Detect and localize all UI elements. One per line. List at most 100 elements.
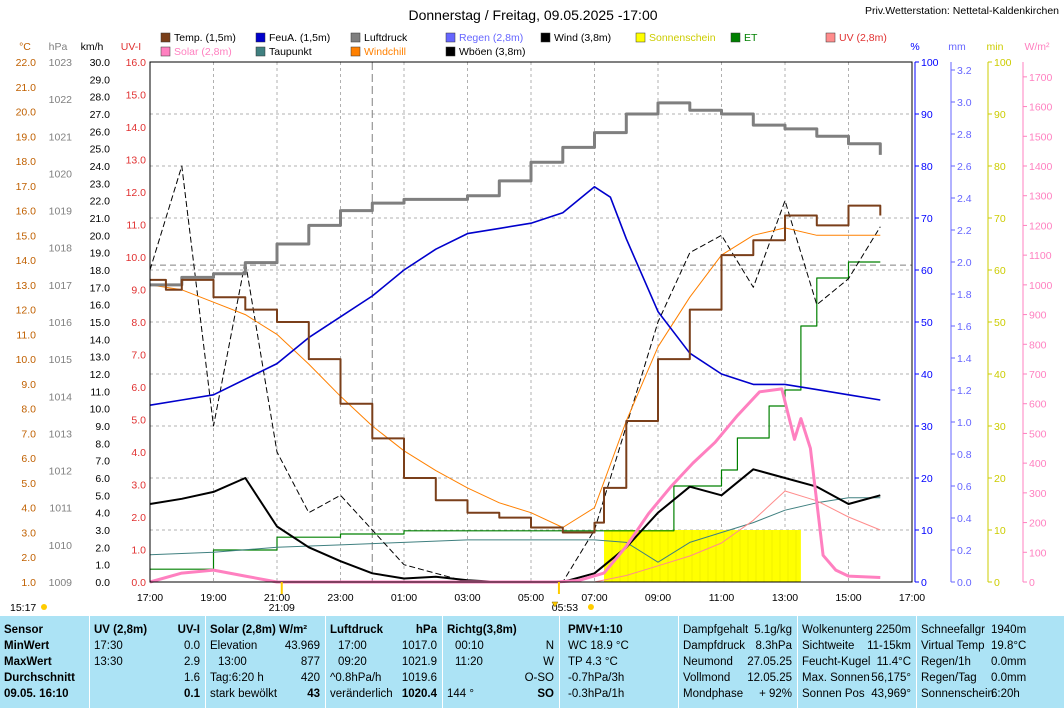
legend-swatch-4 bbox=[540, 32, 551, 43]
tick-rain-7: 1.4 bbox=[957, 353, 972, 365]
tick-wind-7: 7.0 bbox=[95, 456, 110, 468]
uv-header: UV (2,8m) bbox=[94, 624, 148, 636]
legend-label-7: UV (2,8m) bbox=[839, 32, 887, 44]
legend-label-9: Taupunkt bbox=[269, 46, 312, 58]
visibility: 11-15km bbox=[867, 640, 911, 652]
pmv-trend-1h: -0.3hPa/1h bbox=[568, 688, 625, 700]
legend-label-5: Sonnenschein bbox=[649, 32, 716, 44]
solar-elev-label: Elevation bbox=[210, 640, 258, 652]
tick-wind-22: 22.0 bbox=[90, 196, 111, 208]
tick-wind-2: 2.0 bbox=[95, 542, 110, 554]
tick-sun-10: 100 bbox=[994, 57, 1012, 69]
solar-max-time: 13:00 bbox=[218, 656, 247, 668]
tick-solar-15: 1500 bbox=[1029, 131, 1053, 143]
dir-max: W bbox=[543, 656, 554, 668]
series-solar-2-8m bbox=[149, 387, 881, 584]
dir-header: Richtg(3,8m) bbox=[447, 624, 517, 636]
axis-title-temp: °C bbox=[19, 41, 31, 53]
tick-temp-3: 4.0 bbox=[21, 503, 36, 515]
tick-solar-7: 700 bbox=[1029, 369, 1047, 381]
vapor-pressure-label: Dampfdruck bbox=[683, 640, 745, 652]
tick-solar-14: 1400 bbox=[1029, 161, 1053, 173]
tick-hum-0: 0 bbox=[921, 577, 927, 589]
tick-hum-8: 80 bbox=[921, 161, 933, 173]
info-col-misc: Schneefallgr 1940m Virtual Temp 19.8°C Reg… bbox=[916, 616, 1064, 708]
station-name: Priv.Wetterstation: Nettetal-Kaldenkirch… bbox=[865, 5, 1059, 17]
tick-wind-25: 25.0 bbox=[90, 144, 111, 156]
tick-uv-16: 16.0 bbox=[126, 57, 147, 69]
legend-swatch-11 bbox=[445, 46, 456, 57]
tick-press-11: 1020 bbox=[49, 168, 73, 180]
pmv-dewpoint: TP 4.3 °C bbox=[568, 656, 618, 668]
solar-day-label: Tag:6:20 h bbox=[210, 672, 264, 684]
tick-rain-0: 0.0 bbox=[957, 577, 972, 589]
tick-wind-28: 28.0 bbox=[90, 92, 111, 104]
tick-uv-5: 5.0 bbox=[131, 415, 146, 427]
tick-temp-17: 18.0 bbox=[16, 156, 37, 168]
pmv-header: PMV+1:10 bbox=[568, 624, 623, 636]
tick-temp-18: 19.0 bbox=[16, 131, 37, 143]
tick-temp-16: 17.0 bbox=[16, 181, 37, 193]
tick-hum-4: 40 bbox=[921, 369, 933, 381]
legend-swatch-2 bbox=[350, 32, 361, 43]
legend-swatch-0 bbox=[160, 32, 171, 43]
sun-icon bbox=[41, 604, 47, 610]
info-col-pressure: Luftdruck hPa 17:00 1017.0 09:20 1021.9 ^0.… bbox=[325, 616, 442, 708]
tick-wind-24: 24.0 bbox=[90, 161, 111, 173]
legend-label-4: Wind (3,8m) bbox=[554, 32, 611, 44]
tick-solar-10: 1000 bbox=[1029, 280, 1053, 292]
wet-bulb: 11.4°C bbox=[876, 656, 911, 668]
time-label-12: 17:00 bbox=[899, 592, 925, 604]
full-moon-label: Vollmond bbox=[683, 672, 731, 684]
tick-press-8: 1017 bbox=[49, 280, 73, 292]
tick-wind-0: 0.0 bbox=[95, 577, 110, 589]
tick-rain-4: 0.8 bbox=[957, 449, 972, 461]
tick-solar-17: 1700 bbox=[1029, 72, 1053, 84]
uv-avg: 1.6 bbox=[184, 672, 200, 684]
vapor-pressure: 8.3hPa bbox=[755, 640, 792, 652]
tick-press-9: 1018 bbox=[49, 243, 73, 255]
tick-wind-4: 4.0 bbox=[95, 508, 110, 520]
tick-temp-11: 12.0 bbox=[16, 305, 37, 317]
tick-rain-11: 2.2 bbox=[957, 225, 972, 237]
info-col-sensor: Sensor MinWert MaxWert Durchschnitt 09.0… bbox=[0, 616, 88, 708]
tick-wind-17: 17.0 bbox=[90, 282, 111, 294]
tick-hum-3: 30 bbox=[921, 421, 933, 433]
uv-min-time: 17:30 bbox=[94, 640, 123, 652]
label-timestamp: 09.05. 16:10 bbox=[4, 688, 69, 700]
time-label-7: 07:00 bbox=[581, 592, 607, 604]
tick-temp-1: 2.0 bbox=[21, 552, 36, 564]
weather-chart: Donnerstag / Freitag, 09.05.2025 -17:00 … bbox=[10, 5, 1059, 614]
info-col-solar: Solar (2,8m) W/m² Elevation 43.969 13:00 8… bbox=[205, 616, 325, 708]
time-label-1: 19:00 bbox=[200, 592, 226, 604]
dir-min: N bbox=[545, 640, 554, 652]
tick-solar-5: 500 bbox=[1029, 428, 1047, 440]
legend-swatch-1 bbox=[255, 32, 266, 43]
time-label-0: 17:00 bbox=[137, 592, 163, 604]
axis-titles: °C hPa km/h UV-I% mm min W/m² bbox=[19, 41, 1050, 53]
press-min: 1017.0 bbox=[401, 640, 437, 652]
tick-uv-14: 14.0 bbox=[126, 122, 147, 134]
label-maxwert: MaxWert bbox=[4, 656, 52, 668]
tick-rain-15: 3.0 bbox=[957, 97, 972, 109]
tick-rain-9: 1.8 bbox=[957, 289, 972, 301]
legend-label-8: Solar (2,8m) bbox=[174, 46, 232, 58]
tick-rain-10: 2.0 bbox=[957, 257, 972, 269]
tick-temp-10: 11.0 bbox=[16, 329, 36, 341]
solar-header: Solar (2,8m) W/m² bbox=[210, 624, 308, 636]
plot-border bbox=[149, 61, 913, 583]
tick-uv-7: 7.0 bbox=[131, 350, 146, 362]
press-avg: 1019.6 bbox=[401, 672, 437, 684]
tick-solar-13: 1300 bbox=[1029, 191, 1053, 203]
moon-phase-label: Mondphase bbox=[683, 688, 744, 700]
snow-line-label: Schneefallgr bbox=[921, 624, 985, 636]
tick-uv-3: 3.0 bbox=[131, 480, 146, 492]
tick-solar-2: 200 bbox=[1029, 518, 1047, 530]
info-col-direction: Richtg(3,8m) 00:10 N 11:20 W O-SO 144 ° SO bbox=[442, 616, 559, 708]
tick-sun-6: 60 bbox=[994, 265, 1006, 277]
tick-uv-0: 0.0 bbox=[131, 577, 146, 589]
cloud-base: 2250m bbox=[875, 624, 911, 636]
legend-swatch-7 bbox=[825, 32, 836, 43]
press-max: 1021.9 bbox=[401, 656, 437, 668]
sunshine: 6:20h bbox=[991, 688, 1020, 700]
